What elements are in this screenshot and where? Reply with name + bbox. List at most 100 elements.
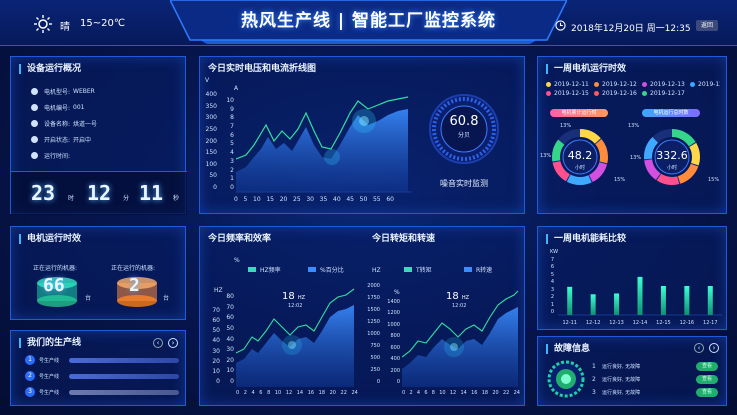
- freq-peak-time: 12:02: [288, 303, 303, 309]
- legend-item: 2019-12-15: [546, 90, 594, 97]
- next-button[interactable]: ›: [709, 343, 719, 353]
- info-value: WEBER: [73, 87, 95, 95]
- energy-ylabel: KW: [550, 249, 559, 255]
- tick-label: 25: [293, 196, 301, 203]
- legend-item: 2019-12-16: [594, 90, 642, 97]
- torque-xticks: 0 2 4 6 8 10 12 14 16 18 20 22 24: [402, 390, 520, 396]
- energy-tick-label: 12-13: [609, 320, 624, 326]
- info-row: 电机型号: WEBER: [31, 83, 97, 99]
- tick-label: 22: [502, 390, 510, 396]
- torque-yticks-pct: 1400 1200 1000 800 600 400 200 0: [384, 299, 400, 385]
- tick-label: 20: [226, 356, 234, 364]
- tick-label: 6: [259, 390, 263, 396]
- peak-unit: HZ: [461, 295, 470, 301]
- timer-icon: [31, 151, 38, 159]
- voltage-unit-a: A: [234, 85, 239, 92]
- tick-label: 200: [390, 367, 400, 374]
- legend-label: 2019-12-14: [698, 81, 720, 88]
- voltage-title: 今日实时电压和电流折线图: [208, 64, 317, 74]
- prev-button[interactable]: ‹: [694, 343, 704, 353]
- tick-label: 0: [402, 390, 406, 396]
- datetime: 2018年12月20日 周一12:35: [571, 24, 691, 34]
- pct-label: 13%: [540, 153, 552, 159]
- highlight-point: [444, 337, 464, 357]
- voltage-chart: [236, 96, 412, 193]
- freq-area: [236, 305, 354, 387]
- tick-label: 16: [471, 390, 478, 396]
- peak-unit: HZ: [297, 295, 306, 301]
- info-label: 设备名称:: [44, 120, 71, 128]
- legend-swatch: [464, 267, 472, 272]
- tick-label: 30: [306, 196, 314, 203]
- pct-label: 15%: [708, 177, 720, 183]
- faults-panel: 故障信息 ‹ › 1 运行良好, 无故障 查看 2 运行良好, 无故障 查看 3…: [537, 336, 727, 406]
- legend-swatch: [248, 267, 256, 272]
- lines-panel: 我们的生产线 ‹ › 1 号生产线 2 号生产线 3 号生产线: [10, 330, 186, 406]
- voltage-xticks: 0 5 10 15 20 25 30 35 40 45 50 55 60: [234, 196, 394, 203]
- legend-dot: [642, 91, 647, 96]
- tick-label: 50: [209, 172, 217, 180]
- line-row[interactable]: 3 号生产线: [25, 387, 181, 399]
- tick-label: 1200: [387, 310, 400, 317]
- view-button[interactable]: 查看: [696, 375, 718, 384]
- tick-label: 4: [230, 149, 234, 157]
- fault-text: 运行良好, 无故障: [602, 390, 641, 396]
- freq-legend-1: HZ频率: [260, 267, 281, 274]
- back-button[interactable]: 返回: [696, 20, 718, 31]
- voltage-line: [236, 96, 409, 160]
- fault-text: 运行良好, 无故障: [602, 377, 641, 383]
- freq-yticks-hz: 70 60 50 40 30 20 10 0: [208, 307, 220, 385]
- tick-label: 5: [230, 140, 234, 148]
- tick-label: 14: [296, 390, 304, 396]
- tick-label: 0: [230, 378, 234, 385]
- clock-seconds-unit: 秒: [173, 195, 180, 202]
- tick-label: 300: [205, 114, 217, 122]
- tick-label: 10: [226, 367, 234, 375]
- noise-unit: 分贝: [457, 132, 470, 139]
- info-row: 设备名称: 烘道一号: [31, 115, 97, 131]
- runtime-panel: 电机运行时效 正在运行的机器: 正在运行的机器: 66 台 2 台: [10, 226, 186, 320]
- line-number: 3: [25, 387, 35, 397]
- weekly-title: 一周电机运行时效: [546, 64, 626, 74]
- torque-peak-time: 12:02: [452, 303, 467, 309]
- torque-area: [402, 307, 518, 387]
- line-row[interactable]: 2 号生产线: [25, 371, 181, 383]
- running-left-value: 66: [43, 275, 65, 296]
- temperature: 15~20℃: [80, 18, 126, 29]
- line-number: 2: [25, 371, 35, 381]
- line-label: 号生产线: [39, 374, 60, 380]
- view-button[interactable]: 查看: [696, 362, 718, 371]
- highlight-point: [450, 343, 458, 351]
- clock-strip: [11, 171, 187, 215]
- tick-label: 10: [253, 196, 261, 203]
- running-right-value: 2: [129, 275, 140, 296]
- freq-title: 今日频率和效率: [208, 234, 272, 244]
- tick-label: 6: [424, 390, 428, 396]
- legend-label: 2019-12-13: [650, 81, 685, 88]
- torque-line: [402, 290, 519, 358]
- freq-line: [236, 288, 355, 354]
- energy-title: 一周电机能耗比较: [546, 234, 626, 244]
- overview-panel: 设备运行概况 电机型号: WEBER 电机编号: 001 设备名称: 烘道一号 开启状…: [10, 56, 187, 215]
- energy-chart: 12-11 12-12 12-13 12-14 12-15 12-16 12-17: [558, 276, 722, 326]
- tick-label: 500: [370, 355, 380, 361]
- voltage-yticks-v: 400 350 300 250 200 150 100 50 0: [203, 91, 217, 191]
- tick-label: 8: [267, 390, 271, 396]
- view-button[interactable]: 查看: [696, 388, 718, 397]
- tick-label: 2: [409, 390, 413, 396]
- fault-gauge-icon: [547, 360, 585, 398]
- legend-label: 2019-12-16: [602, 90, 637, 97]
- next-button[interactable]: ›: [168, 338, 178, 348]
- prev-button[interactable]: ‹: [153, 338, 163, 348]
- highlight-point: [359, 116, 369, 126]
- info-row: 电机编号: 001: [31, 99, 97, 115]
- weekly-panel: 一周电机运行时效 2019-12-11 2019-12-12 2019-12-1…: [537, 56, 727, 214]
- tick-label: 6: [230, 131, 234, 139]
- donut-left-label: 电机累计运行时: [550, 109, 608, 117]
- legend-item: 2019-12-11: [546, 81, 594, 88]
- tick-label: 3: [230, 157, 234, 165]
- donut-left: [552, 129, 608, 185]
- line-row[interactable]: 1 号生产线: [25, 355, 181, 367]
- tick-label: 50: [359, 196, 368, 203]
